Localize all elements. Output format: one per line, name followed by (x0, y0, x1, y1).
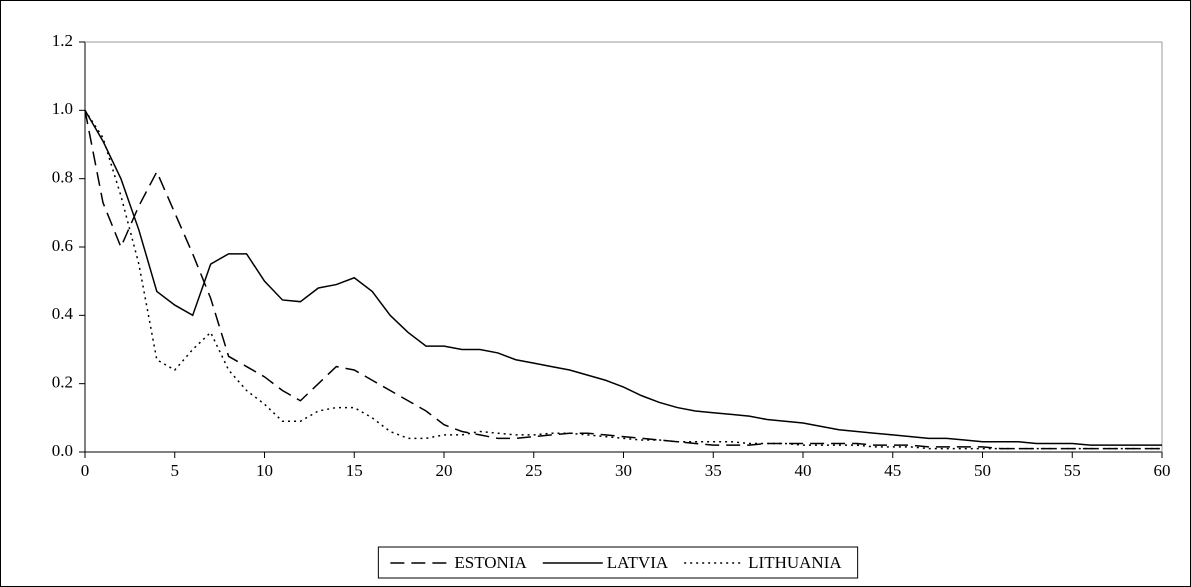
x-tick-label: 20 (436, 461, 453, 480)
x-tick-label: 25 (525, 461, 542, 480)
x-tick-label: 35 (705, 461, 722, 480)
series-line (84, 109, 1162, 446)
x-tick-label: 0 (81, 461, 90, 480)
x-tick-label: 30 (615, 461, 632, 480)
series-line (84, 110, 1162, 450)
legend-label: ESTONIA (454, 553, 527, 572)
y-tick-label: 0.8 (52, 168, 73, 187)
series-line (84, 109, 1162, 450)
x-tick-label: 15 (346, 461, 363, 480)
x-tick-label: 55 (1064, 461, 1081, 480)
x-tick-label: 60 (1154, 461, 1171, 480)
x-tick-label: 5 (171, 461, 180, 480)
legend-label: LITHUANIA (748, 553, 842, 572)
legend-label: LATVIA (607, 553, 669, 572)
y-tick-label: 0.0 (52, 441, 73, 460)
x-tick-label: 40 (795, 461, 812, 480)
x-tick-label: 45 (884, 461, 901, 480)
y-tick-label: 0.6 (52, 236, 73, 255)
y-tick-label: 1.0 (52, 99, 73, 118)
y-tick-label: 0.4 (52, 304, 74, 323)
legend-box (377, 546, 859, 579)
x-tick-label: 10 (256, 461, 273, 480)
y-tick-label: 1.2 (52, 31, 73, 50)
y-tick-label: 0.2 (52, 373, 73, 392)
legend: ESTONIA LATVIA LITHUANIA (377, 546, 859, 579)
x-tick-label: 50 (974, 461, 991, 480)
